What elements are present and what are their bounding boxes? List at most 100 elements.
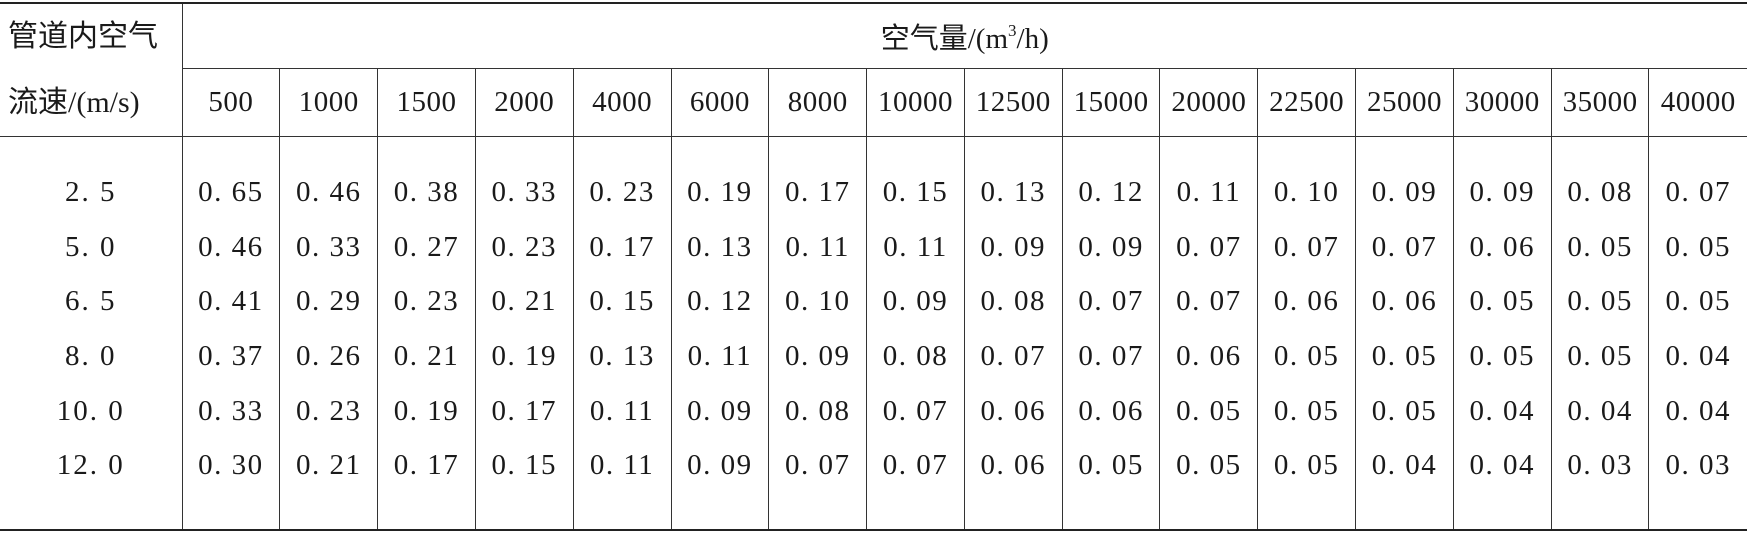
group-header-prefix: 空气量/(m xyxy=(880,23,1009,56)
spacer-cell xyxy=(1355,493,1454,532)
spacer-cell xyxy=(1355,136,1454,165)
column-header-cell: 500 xyxy=(181,68,280,137)
value-cell: 0. 07 xyxy=(866,438,965,494)
value-cell: 0. 06 xyxy=(963,383,1063,439)
value-cell: 0. 26 xyxy=(279,329,378,384)
value-cell: 0. 19 xyxy=(474,329,574,384)
column-header-cell: 2000 xyxy=(474,68,574,137)
value-cell: 0. 06 xyxy=(1355,274,1454,330)
value-cell: 0. 37 xyxy=(181,329,280,384)
velocity-cell: 2. 5 xyxy=(65,175,117,208)
value-cell: 0. 04 xyxy=(1648,329,1747,384)
value-cell: 0. 05 xyxy=(1159,383,1258,439)
corner-line-2: 流速/(m/s) xyxy=(8,86,140,119)
value-cell: 0. 07 xyxy=(866,383,965,439)
value-cell: 0. 05 xyxy=(1550,274,1649,330)
table-row: 6. 5 0. 41 0. 29 0. 23 0. 21 0. 15 0. 12 0. 10 0… xyxy=(0,274,1747,330)
value-cell: 0. 23 xyxy=(474,219,574,275)
spacer-cell xyxy=(963,493,1063,532)
value-cell: 0. 38 xyxy=(377,165,476,220)
value-cell: 0. 10 xyxy=(768,274,867,330)
value-cell: 0. 09 xyxy=(866,274,965,330)
spacer-cell xyxy=(768,493,867,532)
spacer-cell xyxy=(1550,493,1649,532)
value-cell: 0. 07 xyxy=(768,438,867,494)
velocity-cell: 6. 5 xyxy=(65,285,117,318)
value-cell: 0. 30 xyxy=(181,438,280,494)
table-row: 8. 0 0. 37 0. 26 0. 21 0. 19 0. 13 0. 11 0. 09 0… xyxy=(0,329,1747,384)
velocity-cell: 12. 0 xyxy=(56,449,125,482)
spacer-cell xyxy=(1648,493,1747,532)
spacer-cell xyxy=(279,493,378,532)
value-cell: 0. 03 xyxy=(1550,438,1649,494)
value-cell: 0. 23 xyxy=(572,165,671,220)
value-cell: 0. 07 xyxy=(1355,219,1454,275)
velocity-cell: 10. 0 xyxy=(56,394,125,427)
value-cell: 0. 05 xyxy=(1257,329,1356,384)
value-cell: 0. 05 xyxy=(1648,219,1747,275)
value-cell: 0. 27 xyxy=(377,219,476,275)
value-cell: 0. 05 xyxy=(1257,383,1356,439)
table-row: 12. 0 0. 30 0. 21 0. 17 0. 15 0. 11 0. 09 0. 07… xyxy=(0,438,1747,494)
velocity-cell: 5. 0 xyxy=(65,230,117,263)
value-cell: 0. 05 xyxy=(1550,329,1649,384)
spacer-cell xyxy=(474,136,574,165)
spacer-cell xyxy=(1257,493,1356,532)
column-header-cell: 1000 xyxy=(279,68,378,137)
value-cell: 0. 19 xyxy=(670,165,769,220)
corner-line-1: 管道内空气 xyxy=(8,20,158,53)
group-header-suffix: /h) xyxy=(1016,23,1049,56)
value-cell: 0. 11 xyxy=(768,219,867,275)
value-cell: 0. 09 xyxy=(670,383,769,439)
spacer-cell xyxy=(1452,493,1552,532)
value-cell: 0. 09 xyxy=(1452,165,1552,220)
value-cell: 0. 11 xyxy=(572,383,671,439)
value-cell: 0. 21 xyxy=(279,438,378,494)
value-cell: 0. 05 xyxy=(1452,329,1552,384)
value-cell: 0. 04 xyxy=(1452,383,1552,439)
spacer-row xyxy=(0,136,1747,165)
table-row: 2. 5 0. 65 0. 46 0. 38 0. 33 0. 23 0. 19 0. 17 0… xyxy=(0,165,1747,220)
value-cell: 0. 21 xyxy=(474,274,574,330)
value-cell: 0. 13 xyxy=(572,329,671,384)
value-cell: 0. 05 xyxy=(1452,274,1552,330)
value-cell: 0. 17 xyxy=(572,219,671,275)
column-header-cell: 1500 xyxy=(377,68,476,137)
value-cell: 0. 07 xyxy=(1257,219,1356,275)
value-cell: 0. 08 xyxy=(963,274,1063,330)
value-cell: 0. 08 xyxy=(866,329,965,384)
value-cell: 0. 04 xyxy=(1355,438,1454,494)
spacer-cell xyxy=(377,136,476,165)
value-cell: 0. 46 xyxy=(279,165,378,220)
column-header-cell: 30000 xyxy=(1452,68,1552,137)
value-cell: 0. 05 xyxy=(1159,438,1258,494)
value-cell: 0. 06 xyxy=(1061,383,1160,439)
column-header-cell: 35000 xyxy=(1550,68,1649,137)
value-cell: 0. 10 xyxy=(1257,165,1356,220)
column-header-cell: 22500 xyxy=(1257,68,1356,137)
value-cell: 0. 04 xyxy=(1550,383,1649,439)
corner-header-cell: 管道内空气 流速/(m/s) xyxy=(0,2,183,137)
spacer-cell xyxy=(572,493,671,532)
value-cell: 0. 46 xyxy=(181,219,280,275)
table-row: 5. 0 0. 46 0. 33 0. 27 0. 23 0. 17 0. 13 0. 11 0… xyxy=(0,219,1747,275)
value-cell: 0. 05 xyxy=(1550,219,1649,275)
value-cell: 0. 15 xyxy=(474,438,574,494)
velocity-cell: 8. 0 xyxy=(65,339,117,372)
spacer-cell xyxy=(181,493,280,532)
value-cell: 0. 05 xyxy=(1257,438,1356,494)
value-cell: 0. 05 xyxy=(1355,329,1454,384)
value-cell: 0. 03 xyxy=(1648,438,1747,494)
value-cell: 0. 65 xyxy=(181,165,280,220)
value-cell: 0. 11 xyxy=(572,438,671,494)
value-cell: 0. 13 xyxy=(670,219,769,275)
column-header-cell: 20000 xyxy=(1159,68,1258,137)
value-cell: 0. 07 xyxy=(963,329,1063,384)
group-header-superscript: 3 xyxy=(1008,21,1017,41)
value-cell: 0. 07 xyxy=(1159,274,1258,330)
spacer-cell xyxy=(1159,493,1258,532)
value-cell: 0. 06 xyxy=(1159,329,1258,384)
value-cell: 0. 23 xyxy=(377,274,476,330)
